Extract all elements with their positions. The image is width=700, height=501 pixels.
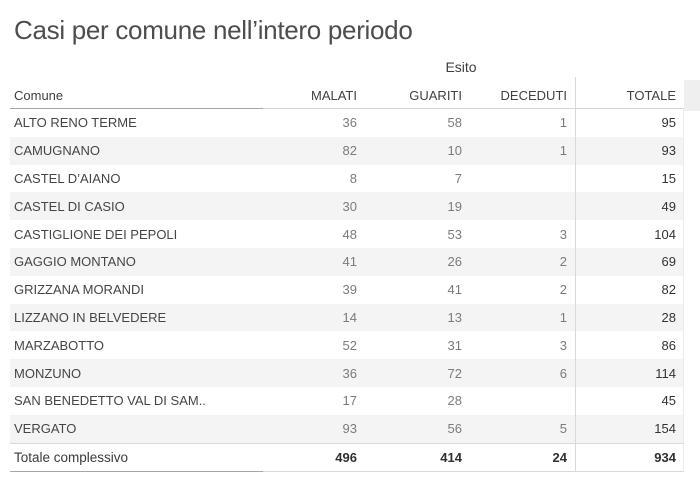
header-corner-block (684, 80, 700, 111)
totale-cell[interactable]: 114 (575, 359, 684, 387)
table-body: ALTO RENO TERME 36 58 1 95 CAMUGNANO 82 … (10, 109, 684, 443)
table-row[interactable]: CASTEL D’AIANO 8 7 15 (10, 164, 684, 193)
grand-total-malati: 496 (335, 449, 357, 465)
deceduti-cell[interactable]: 2 (559, 282, 567, 298)
comune-cell[interactable]: CAMUGNANO (14, 143, 100, 159)
deceduti-cell[interactable]: 5 (559, 421, 567, 437)
comune-cell[interactable]: MONZUNO (14, 365, 82, 381)
grand-total-row[interactable]: Totale complessivo 496 414 24 934 (10, 442, 684, 472)
grand-total-label: Totale complessivo (14, 449, 129, 465)
guariti-cell[interactable]: 19 (447, 198, 462, 214)
table-row[interactable]: ALTO RENO TERME 36 58 1 95 (10, 109, 683, 137)
grand-total-guariti: 414 (440, 449, 462, 465)
column-header-totale[interactable]: TOTALE (575, 77, 684, 108)
malati-cell[interactable]: 93 (342, 421, 357, 437)
guariti-cell[interactable]: 41 (447, 282, 462, 298)
column-field-label-row: Esito (10, 47, 684, 77)
malati-cell[interactable]: 39 (342, 282, 357, 298)
comune-cell[interactable]: GRIZZANA MORANDI (14, 282, 145, 298)
totale-cell[interactable]: 86 (575, 331, 684, 360)
guariti-cell[interactable]: 56 (447, 421, 462, 437)
comune-cell[interactable]: CASTIGLIONE DEI PEPOLI (14, 226, 178, 242)
table-row[interactable]: GAGGIO MONTANO 41 26 2 69 (10, 247, 684, 276)
totale-cell[interactable]: 93 (575, 136, 684, 165)
deceduti-cell[interactable]: 3 (559, 337, 567, 353)
deceduti-cell[interactable] (470, 387, 575, 415)
malati-cell[interactable]: 52 (342, 337, 357, 353)
table-row[interactable]: GRIZZANA MORANDI 39 41 2 82 (10, 275, 684, 304)
table-row[interactable]: MONZUNO 36 72 6 114 (10, 359, 683, 387)
comune-cell[interactable]: SAN BENEDETTO VAL DI SAM.. (14, 393, 206, 409)
totale-cell[interactable]: 82 (575, 275, 684, 304)
guariti-cell[interactable]: 28 (447, 393, 462, 409)
totale-cell[interactable]: 154 (575, 414, 684, 443)
guariti-cell[interactable]: 7 (454, 170, 462, 186)
malati-cell[interactable]: 41 (342, 254, 357, 270)
malati-cell[interactable]: 82 (342, 143, 357, 159)
guariti-cell[interactable]: 26 (447, 254, 462, 270)
deceduti-cell[interactable]: 2 (559, 254, 567, 270)
table-row[interactable]: CASTEL DI CASIO 30 19 49 (10, 192, 684, 221)
comune-cell[interactable]: GAGGIO MONTANO (14, 254, 136, 270)
table-row[interactable]: CASTIGLIONE DEI PEPOLI 48 53 3 104 (10, 220, 683, 248)
deceduti-cell[interactable] (470, 165, 575, 193)
table-row[interactable]: CAMUGNANO 82 10 1 93 (10, 136, 684, 165)
table-row[interactable]: VERGATO 93 56 5 154 (10, 414, 684, 443)
deceduti-cell[interactable]: 1 (559, 143, 567, 159)
malati-cell[interactable]: 17 (342, 393, 357, 409)
totale-cell[interactable]: 15 (575, 164, 684, 193)
totale-cell[interactable]: 69 (575, 247, 684, 276)
column-header-comune[interactable]: Comune (10, 77, 280, 109)
grand-total-totale: 934 (575, 443, 684, 471)
comune-cell[interactable]: ALTO RENO TERME (14, 115, 137, 131)
column-field-label: Esito (445, 59, 477, 75)
guariti-cell[interactable]: 72 (447, 365, 462, 381)
guariti-cell[interactable]: 58 (447, 115, 462, 131)
page-title: Casi per comune nell’intero periodo (14, 15, 413, 45)
malati-cell[interactable]: 30 (342, 198, 357, 214)
deceduti-cell[interactable]: 1 (559, 309, 567, 325)
malati-cell[interactable]: 8 (349, 170, 357, 186)
guariti-cell[interactable]: 10 (447, 143, 462, 159)
totale-cell[interactable]: 95 (575, 109, 684, 137)
malati-cell[interactable]: 36 (342, 365, 357, 381)
guariti-cell[interactable]: 31 (447, 337, 462, 353)
comune-cell[interactable]: LIZZANO IN BELVEDERE (14, 309, 167, 325)
malati-cell[interactable]: 14 (342, 309, 357, 325)
totale-cell[interactable]: 45 (575, 386, 684, 415)
deceduti-cell[interactable]: 3 (559, 226, 567, 242)
deceduti-cell[interactable] (470, 192, 575, 220)
column-header-guariti[interactable]: GUARITI (409, 87, 462, 103)
column-header-malati[interactable]: MALATI (311, 87, 357, 103)
table-row[interactable]: LIZZANO IN BELVEDERE 14 13 1 28 (10, 303, 684, 332)
data-table: Esito Comune MALATI GUARITI DECEDUTI TOT… (10, 47, 684, 472)
grand-total-deceduti: 24 (552, 449, 567, 465)
guariti-cell[interactable]: 13 (447, 309, 462, 325)
table-header-row: Comune MALATI GUARITI DECEDUTI TOTALE (10, 77, 684, 109)
comune-cell[interactable]: CASTEL DI CASIO (14, 198, 125, 214)
table-row[interactable]: MARZABOTTO 52 31 3 86 (10, 331, 684, 360)
totale-cell[interactable]: 28 (575, 303, 684, 332)
malati-cell[interactable]: 48 (342, 226, 357, 242)
totale-cell[interactable]: 104 (575, 220, 684, 248)
comune-cell[interactable]: CASTEL D’AIANO (14, 170, 121, 186)
malati-cell[interactable]: 36 (342, 115, 357, 131)
comune-cell[interactable]: VERGATO (14, 421, 77, 437)
table-row[interactable]: SAN BENEDETTO VAL DI SAM.. 17 28 45 (10, 386, 684, 415)
totale-cell[interactable]: 49 (575, 192, 684, 221)
column-header-deceduti[interactable]: DECEDUTI (500, 87, 567, 103)
deceduti-cell[interactable]: 6 (559, 365, 567, 381)
guariti-cell[interactable]: 53 (447, 226, 462, 242)
comune-cell[interactable]: MARZABOTTO (14, 337, 105, 353)
deceduti-cell[interactable]: 1 (559, 115, 567, 131)
